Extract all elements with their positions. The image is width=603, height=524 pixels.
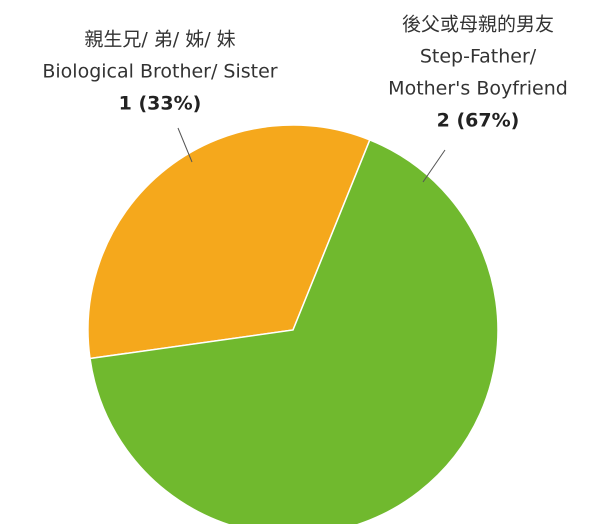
slice-label: 後父或母親的男友 bbox=[402, 14, 554, 36]
value-label: 1 (33%) bbox=[119, 93, 202, 115]
leader-line bbox=[177, 127, 193, 163]
slice-label: Mother's Boyfriend bbox=[388, 78, 568, 100]
slice-label: 親生兄/ 弟/ 姊/ 妹 bbox=[84, 29, 235, 51]
slice-label: Step-Father/ bbox=[420, 46, 537, 68]
pie-slice bbox=[89, 138, 499, 524]
pie-slice bbox=[87, 124, 371, 360]
slice-label: Biological Brother/ Sister bbox=[42, 61, 277, 83]
value-label: 2 (67%) bbox=[437, 110, 520, 132]
leader-line bbox=[422, 149, 446, 183]
